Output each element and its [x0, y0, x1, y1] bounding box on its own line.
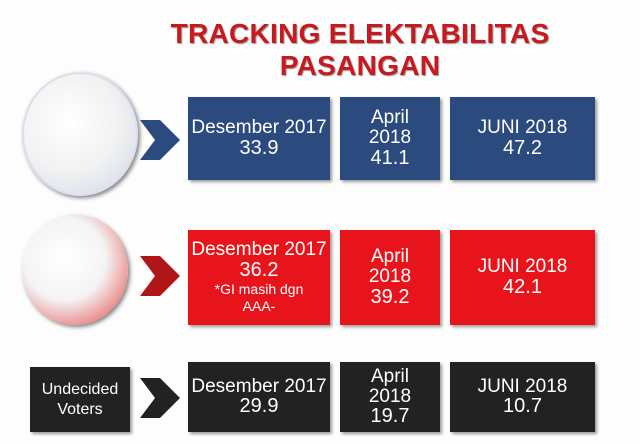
- period-box: JUNI 2018 10.7: [450, 362, 595, 432]
- arrow: [140, 378, 180, 418]
- value: 39.2: [370, 285, 410, 308]
- period: Desember 2017: [191, 239, 327, 261]
- period: Desember 2017: [191, 375, 327, 397]
- period-box: April 2018 19.7: [340, 362, 440, 432]
- value: 42.1: [503, 275, 542, 298]
- period-box: JUNI 2018 47.2: [450, 97, 595, 180]
- period: JUNI 2018: [477, 256, 568, 278]
- value: 36.2: [239, 259, 279, 282]
- candidate-photo: [22, 215, 128, 325]
- note: *GI masih dgn AAA-: [214, 281, 304, 314]
- period-box: April 2018 39.2: [340, 230, 440, 325]
- period: JUNI 2018: [477, 375, 568, 397]
- period: Desember 2017: [191, 117, 327, 139]
- value: 41.1: [370, 146, 410, 169]
- period: JUNI 2018: [477, 117, 568, 139]
- period-box: Desember 2017 29.9: [188, 362, 330, 432]
- value: 47.2: [503, 136, 542, 159]
- period: April 2018: [368, 246, 412, 287]
- title: TRACKING ELEKTABILITAS PASANGAN: [170, 18, 550, 81]
- period-box: April 2018 41.1: [340, 97, 440, 180]
- period-box: Desember 2017 33.9: [188, 97, 330, 180]
- value: 10.7: [503, 395, 542, 418]
- period-box: JUNI 2018 42.1: [450, 230, 595, 325]
- arrow: [140, 256, 180, 296]
- value: 19.7: [370, 405, 410, 428]
- period-box: Desember 2017 36.2 *GI masih dgn AAA-: [188, 230, 330, 325]
- candidate-photo: [22, 72, 138, 196]
- row-label: Undecided Voters: [41, 381, 119, 418]
- value: 29.9: [239, 395, 279, 418]
- arrow: [140, 120, 180, 160]
- row-label-box: Undecided Voters: [30, 367, 130, 432]
- period: April 2018: [368, 107, 412, 148]
- period: April 2018: [368, 365, 412, 407]
- value: 33.9: [239, 136, 279, 159]
